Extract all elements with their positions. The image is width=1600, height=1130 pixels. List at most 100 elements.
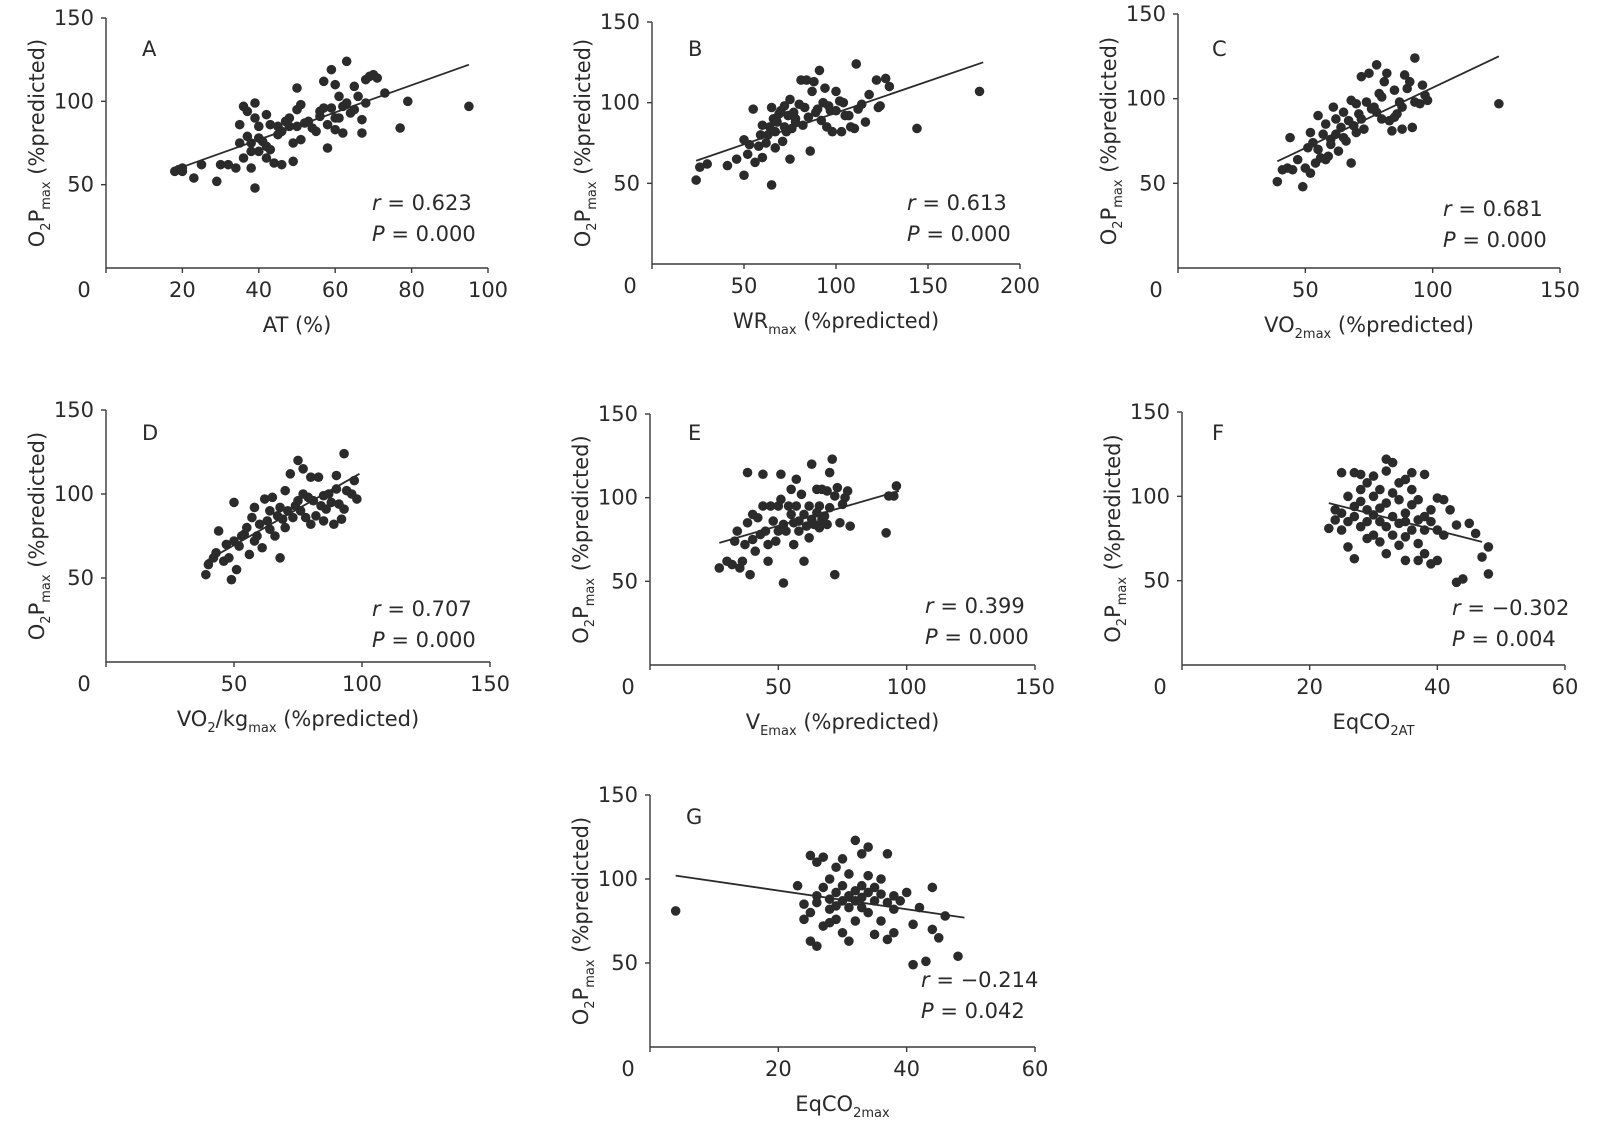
scatter-point: [242, 106, 253, 117]
scatter-point: [270, 531, 280, 541]
scatter-point: [318, 76, 329, 87]
scatter-point: [814, 522, 825, 533]
scatter-point: [326, 103, 337, 113]
scatter-point: [339, 504, 349, 514]
scatter-point: [933, 933, 944, 943]
scatter-point: [831, 914, 841, 925]
scatter-point: [786, 509, 796, 520]
scatter-panel-b: 50 100 150 0 50 100 150 200 O2Pmax (%predicted) W…: [571, 10, 1040, 338]
scatter-point: [1338, 107, 1349, 118]
scatter-point: [1375, 537, 1385, 547]
scatter-point: [224, 553, 234, 563]
scatter-point: [732, 526, 743, 536]
scatter-point: [882, 849, 893, 859]
y-tick-label: 50: [1143, 569, 1170, 593]
x-tick-label: 40: [245, 278, 272, 302]
y-axis-label: O2Pmax (%predicted): [1097, 37, 1126, 245]
scatter-point: [824, 894, 835, 904]
scatter-point: [1394, 540, 1404, 551]
scatter-point: [770, 143, 781, 153]
x-tick-label: 50: [731, 274, 758, 298]
scatter-point: [804, 501, 814, 511]
scatter-point: [288, 138, 298, 148]
scatter-point: [334, 113, 344, 123]
scatter-point: [213, 526, 224, 536]
scatter-point: [837, 854, 848, 864]
scatter-point: [791, 501, 802, 511]
regression-line: [1328, 502, 1483, 543]
scatter-point: [805, 146, 816, 156]
scatter-point: [231, 163, 241, 173]
scatter-point: [727, 559, 737, 570]
scatter-point: [831, 901, 841, 911]
scatter-point: [849, 123, 860, 134]
scatter-point: [799, 102, 810, 113]
panel-label: A: [142, 37, 157, 61]
scatter-point: [1349, 553, 1360, 564]
panel-label: B: [688, 37, 702, 61]
regression-line: [1276, 55, 1500, 163]
r-value: r = 0.623: [372, 191, 472, 215]
regression-line: [174, 63, 470, 171]
scatter-point: [311, 126, 321, 137]
scatter-point: [871, 75, 882, 85]
scatter-point: [799, 914, 809, 925]
scatter-point: [895, 896, 906, 906]
scatter-point: [869, 929, 880, 940]
scatter-point: [250, 113, 260, 123]
scatter-point: [881, 528, 891, 538]
x-tick-label: 100: [468, 278, 508, 302]
scatter-point: [1387, 126, 1397, 136]
scatter-point: [761, 138, 771, 148]
scatter-point: [773, 526, 784, 536]
scatter-point: [908, 959, 918, 970]
x-tick-label: 0: [623, 274, 636, 298]
x-tick-label: 60: [322, 278, 349, 302]
scatter-point: [953, 951, 963, 962]
scatter-point: [786, 484, 796, 495]
scatter-point: [783, 501, 794, 511]
scatter-point: [1297, 181, 1308, 192]
scatter-point: [742, 517, 753, 528]
scatter-point: [1272, 176, 1283, 187]
scatter-point: [238, 153, 249, 163]
scatter-point: [818, 852, 829, 862]
scatter-point: [267, 492, 278, 503]
scatter-point: [1483, 569, 1494, 579]
scatter-point: [322, 143, 333, 153]
scatter-point: [288, 156, 298, 167]
x-tick-label: 0: [621, 675, 634, 699]
scatter-point: [766, 102, 777, 113]
y-tick-label: 50: [611, 569, 638, 593]
scatter-point: [1333, 146, 1344, 156]
scatter-point: [285, 469, 296, 479]
y-tick-label: 150: [1126, 2, 1166, 26]
x-tick-label: 20: [765, 1057, 792, 1081]
scatter-point: [805, 907, 816, 918]
scatter-point: [253, 146, 264, 157]
scatter-point: [801, 521, 812, 531]
scatter-point: [1379, 76, 1390, 87]
scatter-point: [831, 86, 841, 97]
scatter-point: [850, 885, 861, 896]
scatter-point: [801, 75, 812, 85]
scatter-point: [785, 94, 795, 105]
scatter-point: [265, 506, 275, 516]
x-tick-label: 0: [77, 672, 90, 696]
panel-label: G: [686, 805, 702, 829]
x-tick-label: 20: [1296, 675, 1323, 699]
scatter-point: [714, 563, 725, 573]
x-axis-label: VO2max (%predicted): [1264, 313, 1474, 342]
scatter-point: [296, 99, 306, 110]
scatter-point: [221, 539, 232, 550]
x-tick-label: 60: [1552, 675, 1579, 699]
scatter-point: [882, 934, 893, 945]
scatter-point: [860, 117, 871, 127]
scatter-point: [1336, 508, 1347, 518]
scatter-point: [1326, 139, 1336, 150]
scatter-point: [1400, 555, 1411, 566]
scatter-point: [747, 534, 758, 545]
scatter-point: [837, 896, 848, 906]
